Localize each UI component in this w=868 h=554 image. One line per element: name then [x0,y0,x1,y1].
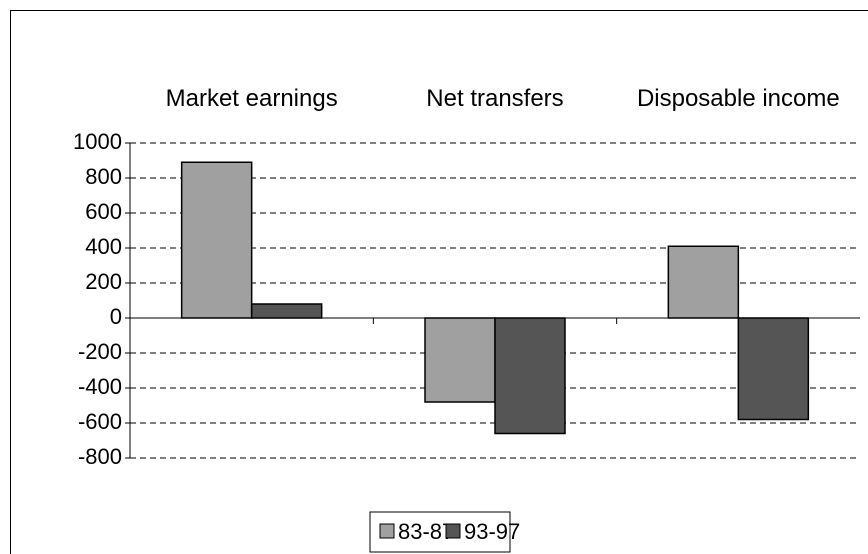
bar [737,317,810,421]
bar [424,317,496,403]
y-tick-label: -400 [78,374,122,399]
y-tick-label: 200 [85,269,122,294]
bar [180,161,253,319]
category-label: Disposable income [636,85,840,112]
legend-swatch [379,523,395,539]
y-tick-label: -800 [78,444,122,469]
legend-label: 93-97 [464,519,520,544]
y-tick-label: 0 [110,304,122,329]
frame [10,10,868,554]
y-tick-label: -200 [78,339,122,364]
y-tick-label: -600 [78,409,122,434]
legend-swatch [445,523,461,539]
y-tick-label: 800 [85,164,122,189]
category-label: Net transfers [426,85,564,112]
bar [667,245,740,319]
category-label: Market earnings [165,85,338,112]
y-tick-label: 400 [85,234,122,259]
bar [250,303,323,319]
legend-label: 83-87 [398,519,454,544]
y-tick-label: 600 [85,199,122,224]
y-tick-label: 1000 [73,129,122,154]
bar [494,317,566,435]
